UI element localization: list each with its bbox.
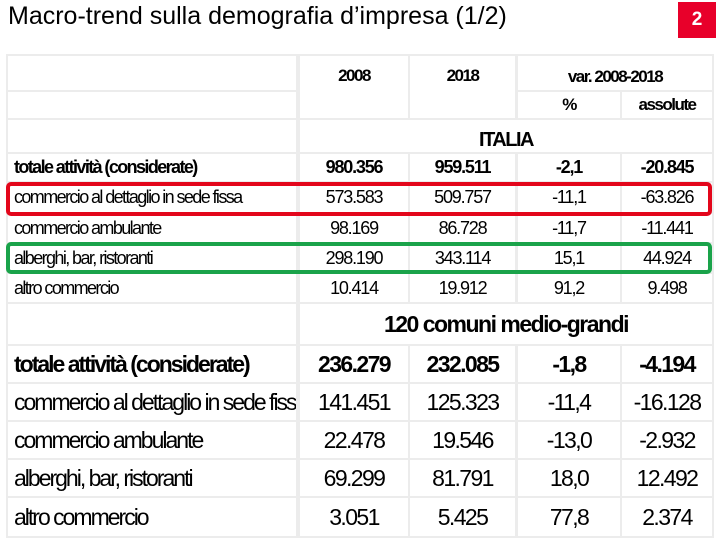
row-value-abs: -2.932 [622, 422, 712, 458]
row-value-2018: 5.425 [410, 498, 515, 536]
row-label: altro commercio [8, 274, 296, 302]
header-absolute: assolute [622, 92, 712, 118]
row-value-pct: -11,7 [518, 214, 620, 242]
row-value-2008: 69.299 [300, 460, 408, 496]
row-label: totale attività (considerate) [8, 346, 296, 382]
row-label: alberghi, bar, ristoranti [8, 244, 296, 272]
row-value-2018: 86.728 [410, 214, 515, 242]
row-label: totale attività (considerate) [8, 154, 296, 181]
row-label: commercio ambulante [8, 422, 296, 458]
row-value-pct: -11,4 [518, 384, 620, 420]
row-value-abs: 12.492 [622, 460, 712, 496]
row-value-abs: 44.924 [622, 244, 712, 272]
row-label: commercio al dettaglio in sede fissa [8, 183, 296, 212]
row-value-pct: 15,1 [518, 244, 620, 272]
row-value-pct: -13,0 [518, 422, 620, 458]
row-value-2018: 959.511 [410, 154, 515, 181]
row-label: commercio ambulante [8, 214, 296, 242]
row-value-abs: -4.194 [622, 346, 712, 382]
row-value-pct: -11,1 [518, 183, 620, 212]
row-value-2008: 980.356 [300, 154, 408, 181]
row-value-pct: -2,1 [518, 154, 620, 181]
row-value-abs: 2.374 [622, 498, 712, 536]
row-value-2008: 98.169 [300, 214, 408, 242]
slide-number-badge: 2 [678, 2, 716, 38]
slide-title: Macro-trend sulla demografia d’impresa (… [8, 2, 507, 30]
row-value-abs: -16.128 [622, 384, 712, 420]
header-empty-cell [8, 56, 296, 90]
row-value-2008: 141.451 [300, 384, 408, 420]
row-value-2018: 509.757 [410, 183, 515, 212]
row-value-2018: 81.791 [410, 460, 515, 496]
row-value-2018: 343.114 [410, 244, 515, 272]
row-value-2018: 125.323 [410, 384, 515, 420]
row-value-2008: 3.051 [300, 498, 408, 536]
header-year-2008: 2008 [300, 56, 408, 118]
header-year-2018: 2018 [410, 56, 515, 118]
row-value-2008: 10.414 [300, 274, 408, 302]
row-value-abs: -63.826 [622, 183, 712, 212]
data-table: 2008 2018 var. 2008-2018 % assolute ITAL… [6, 54, 714, 538]
section-title-italia: ITALIA [300, 120, 712, 152]
section-spacer [8, 120, 296, 152]
row-value-pct: 18,0 [518, 460, 620, 496]
row-value-2008: 22.478 [300, 422, 408, 458]
row-value-2018: 19.546 [410, 422, 515, 458]
row-value-pct: -1,8 [518, 346, 620, 382]
header-empty-cell [8, 92, 296, 118]
row-value-2008: 298.190 [300, 244, 408, 272]
row-value-abs: 9.498 [622, 274, 712, 302]
row-value-abs: -20.845 [622, 154, 712, 181]
section-spacer [8, 304, 296, 344]
section-title-comuni: 120 comuni medio-grandi [300, 304, 712, 344]
row-value-2018: 232.085 [410, 346, 515, 382]
row-label: commercio al dettaglio in sede fissa [8, 384, 296, 420]
row-label: altro commercio [8, 498, 296, 536]
row-value-abs: -11.441 [622, 214, 712, 242]
row-label: alberghi, bar, ristoranti [8, 460, 296, 496]
row-value-2008: 573.583 [300, 183, 408, 212]
header-pct: % [518, 92, 620, 118]
row-value-2018: 19.912 [410, 274, 515, 302]
row-value-pct: 91,2 [518, 274, 620, 302]
header-variation: var. 2008-2018 [518, 56, 712, 90]
row-value-2008: 236.279 [300, 346, 408, 382]
row-value-pct: 77,8 [518, 498, 620, 536]
